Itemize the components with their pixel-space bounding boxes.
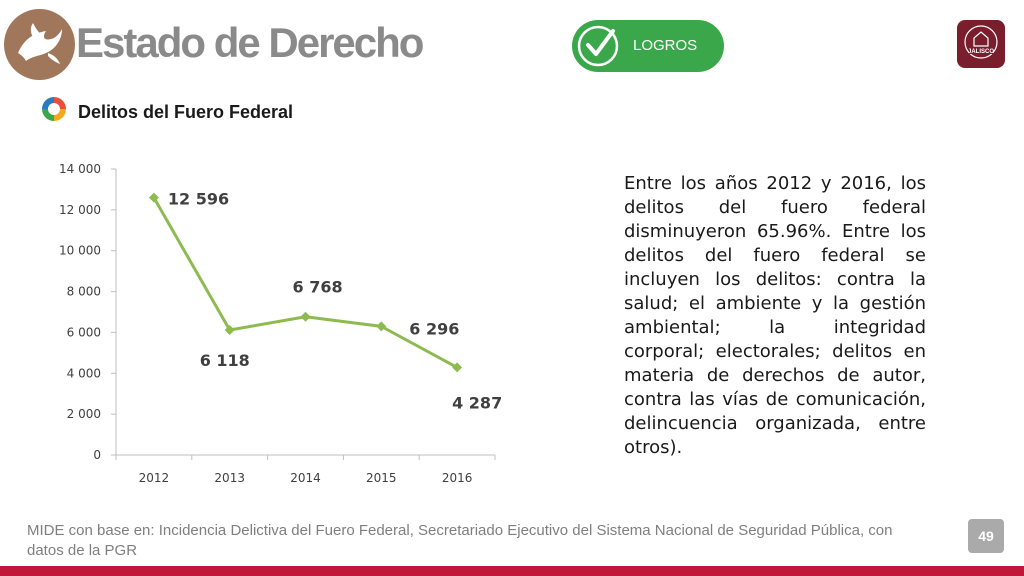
badge-label: LOGROS (633, 37, 698, 54)
y-tick-label: 10 000 (59, 244, 101, 258)
multicolor-ring-icon (42, 97, 66, 121)
data-label: 4 287 (452, 393, 502, 412)
data-point (452, 362, 463, 373)
chart-svg: 0 2 000 4 000 6 000 8 000 10 000 12 000 14 000 2… (59, 162, 502, 485)
description-text: Entre los años 2012 y 2016, los delitos … (624, 173, 926, 458)
y-tick-label: 8 000 (67, 285, 101, 299)
data-point (148, 192, 159, 203)
page-number: 49 (968, 519, 1004, 553)
data-label: 6 118 (200, 351, 250, 370)
jalisco-seal: JALISCO (957, 20, 1005, 68)
y-tick-label: 12 000 (59, 203, 101, 217)
source-note: MIDE con base en: Incidencia Delictiva d… (27, 522, 893, 559)
jalisco-seal-icon: JALISCO (964, 25, 998, 59)
y-tick-label: 2 000 (67, 407, 101, 421)
data-point (376, 321, 387, 332)
section-subtitle: Delitos del Fuero Federal (78, 102, 294, 122)
dove-logo (4, 9, 75, 80)
x-tick-label: 2014 (290, 471, 321, 485)
y-tick-label: 14 000 (59, 162, 101, 176)
x-tick-label: 2013 (214, 471, 245, 485)
dove-icon (18, 23, 62, 64)
y-tick-label: 0 (93, 448, 101, 462)
data-label: 6 768 (293, 278, 343, 297)
line-chart: 0 2 000 4 000 6 000 8 000 10 000 12 000 14 000 2… (40, 155, 510, 500)
x-tick-label: 2012 (139, 471, 170, 485)
data-point (300, 311, 311, 322)
page-title: Estado de Derecho (76, 19, 424, 66)
data-label: 12 596 (168, 190, 229, 209)
x-tick-label: 2015 (366, 471, 397, 485)
x-tick-label: 2016 (442, 471, 473, 485)
y-tick-label: 6 000 (67, 325, 101, 339)
checkmark-icon (577, 25, 619, 67)
logros-badge: LOGROS (572, 20, 724, 72)
y-tick-label: 4 000 (67, 366, 101, 380)
data-label: 6 296 (409, 319, 459, 338)
seal-text: JALISCO (968, 49, 994, 55)
bottom-accent-bar (0, 566, 1024, 576)
data-point (224, 325, 235, 336)
